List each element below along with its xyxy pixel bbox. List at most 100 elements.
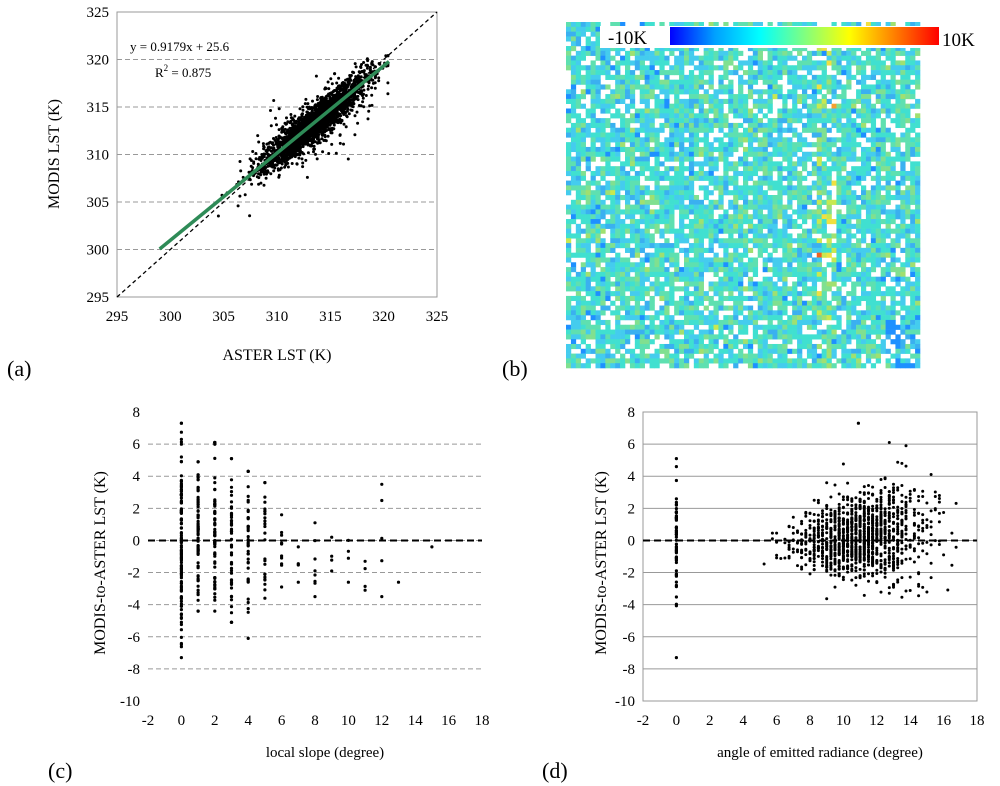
data-point <box>340 87 344 91</box>
map-cell <box>585 79 591 85</box>
map-cell <box>802 190 808 196</box>
map-cell <box>910 127 916 133</box>
map-cell <box>747 185 754 191</box>
map-cell <box>644 79 650 85</box>
map-cell <box>787 122 793 129</box>
map-cell <box>895 46 901 52</box>
map-cell <box>806 199 813 205</box>
map-cell <box>728 94 734 100</box>
map-cell <box>733 170 739 177</box>
map-cell <box>649 132 655 138</box>
data-point <box>315 98 319 102</box>
data-point <box>356 121 360 125</box>
map-cell <box>649 84 655 90</box>
map-cell <box>605 156 611 162</box>
data-point <box>296 152 300 156</box>
map-cell <box>698 219 704 225</box>
map-cell <box>743 137 749 143</box>
map-cell <box>792 108 798 114</box>
map-cell <box>895 89 901 95</box>
data-point <box>386 81 390 85</box>
map-cell <box>708 46 714 52</box>
map-cell <box>831 108 837 114</box>
map-cell <box>757 98 763 104</box>
map-cell <box>900 74 906 80</box>
map-cell <box>664 108 670 114</box>
map-cell <box>625 79 631 85</box>
map-cell <box>777 175 783 181</box>
map-cell <box>821 94 827 100</box>
map-cell <box>831 46 837 52</box>
map-cell <box>728 142 734 148</box>
data-point <box>306 102 310 106</box>
map-cell <box>659 151 665 157</box>
map-cell <box>620 122 626 129</box>
map-cell <box>688 113 695 119</box>
map-cell <box>865 108 872 114</box>
map-cell <box>684 156 690 162</box>
map-cell <box>585 108 591 114</box>
map-cell <box>811 132 818 138</box>
map-cell <box>885 132 891 138</box>
map-cell <box>728 132 734 138</box>
map-cell <box>846 84 852 90</box>
data-point <box>254 157 258 161</box>
map-cell <box>634 74 641 80</box>
map-cell <box>570 146 577 153</box>
data-point <box>340 118 344 122</box>
map-cell <box>590 103 596 109</box>
map-cell <box>841 113 847 119</box>
map-cell <box>831 161 837 167</box>
map-cell <box>787 108 793 114</box>
map-cell <box>816 156 822 162</box>
map-cell <box>600 151 606 157</box>
map-cell <box>570 113 577 119</box>
map-cell <box>865 98 872 104</box>
map-cell <box>580 185 586 191</box>
map-cell <box>900 103 906 109</box>
map-cell <box>767 185 773 191</box>
map-cell <box>634 204 641 210</box>
data-point <box>324 115 328 119</box>
map-cell <box>679 22 685 28</box>
map-cell <box>733 22 739 28</box>
map-cell <box>851 60 857 66</box>
data-point <box>251 150 255 153</box>
map-cell <box>684 50 690 56</box>
data-point <box>261 142 265 146</box>
map-cell <box>688 190 695 196</box>
map-cell <box>767 70 773 76</box>
map-cell <box>674 132 680 138</box>
map-cell <box>644 98 650 104</box>
map-cell <box>703 170 709 177</box>
map-cell <box>654 209 660 215</box>
map-cell <box>806 84 813 90</box>
map-cell <box>767 151 773 157</box>
data-point <box>332 127 336 131</box>
map-cell <box>620 98 626 104</box>
map-cell <box>870 190 877 196</box>
map-cell <box>747 94 754 100</box>
map-cell <box>875 70 881 76</box>
map-cell <box>669 180 675 186</box>
map-cell <box>797 60 803 66</box>
map-cell <box>831 137 837 143</box>
map-cell <box>629 79 636 85</box>
map-cell <box>703 50 709 56</box>
map-cell <box>639 137 645 143</box>
data-point <box>335 81 339 85</box>
regression-line <box>158 60 391 251</box>
map-cell <box>797 204 803 210</box>
map-cell <box>861 146 867 153</box>
map-cell <box>688 60 695 66</box>
data-point <box>361 100 365 104</box>
map-cell <box>890 170 896 177</box>
map-cell <box>684 204 690 210</box>
map-cell <box>846 46 852 52</box>
map-cell <box>718 151 724 157</box>
map-cell <box>600 209 606 215</box>
map-cell <box>880 185 886 191</box>
map-cell <box>841 190 847 196</box>
map-cell <box>698 209 704 215</box>
map-cell <box>816 98 822 104</box>
